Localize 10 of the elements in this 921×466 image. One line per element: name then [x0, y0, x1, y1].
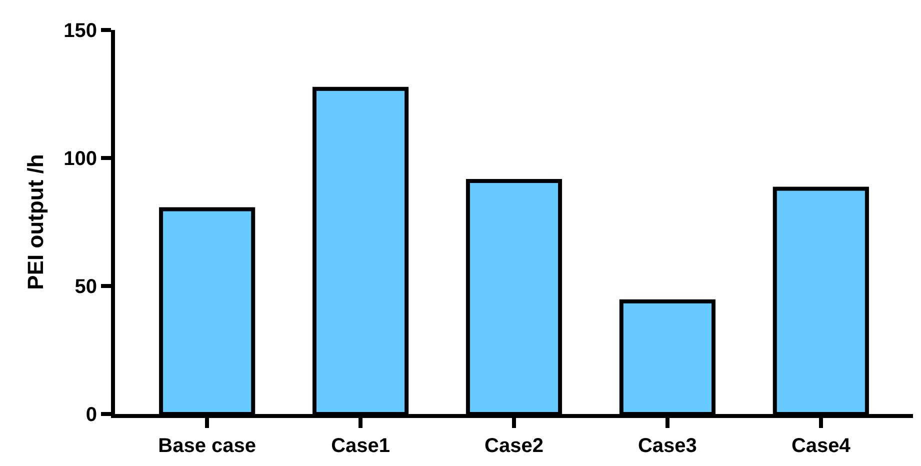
x-tick-label: Case3 [638, 435, 697, 457]
y-tick-label: 50 [74, 276, 97, 298]
y-tick-label: 0 [86, 404, 97, 426]
y-axis-title: PEI output /h [22, 154, 48, 290]
x-tick-label: Case1 [331, 435, 390, 457]
x-tick-label: Case2 [484, 435, 544, 457]
y-tick-label: 100 [64, 148, 97, 170]
y-tick-label: 150 [64, 20, 97, 42]
x-tick-label: Case4 [791, 435, 852, 457]
x-tick-label: Base case [158, 435, 256, 457]
